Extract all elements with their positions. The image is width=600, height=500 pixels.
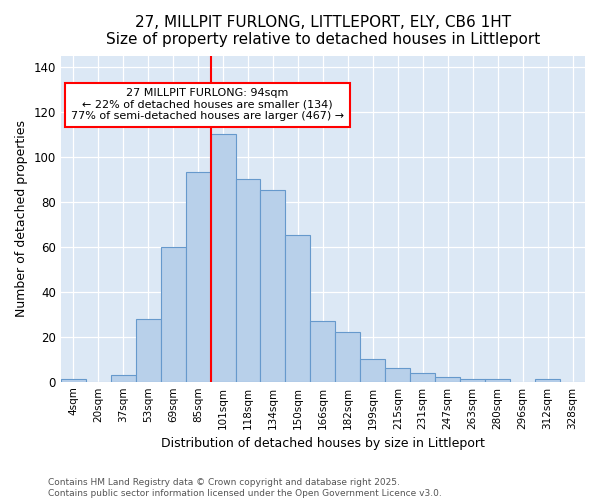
- Bar: [485, 380, 510, 382]
- Title: 27, MILLPIT FURLONG, LITTLEPORT, ELY, CB6 1HT
Size of property relative to detac: 27, MILLPIT FURLONG, LITTLEPORT, ELY, CB…: [106, 15, 540, 48]
- Bar: [111, 375, 136, 382]
- Bar: [161, 246, 185, 382]
- Text: Contains HM Land Registry data © Crown copyright and database right 2025.
Contai: Contains HM Land Registry data © Crown c…: [48, 478, 442, 498]
- Bar: [535, 380, 560, 382]
- Bar: [236, 179, 260, 382]
- Bar: [310, 321, 335, 382]
- Bar: [211, 134, 236, 382]
- Bar: [410, 372, 435, 382]
- Bar: [286, 236, 310, 382]
- Bar: [136, 318, 161, 382]
- Bar: [361, 359, 385, 382]
- X-axis label: Distribution of detached houses by size in Littleport: Distribution of detached houses by size …: [161, 437, 485, 450]
- Bar: [385, 368, 410, 382]
- Bar: [61, 380, 86, 382]
- Y-axis label: Number of detached properties: Number of detached properties: [15, 120, 28, 317]
- Bar: [260, 190, 286, 382]
- Bar: [335, 332, 361, 382]
- Bar: [185, 172, 211, 382]
- Text: 27 MILLPIT FURLONG: 94sqm
← 22% of detached houses are smaller (134)
77% of semi: 27 MILLPIT FURLONG: 94sqm ← 22% of detac…: [71, 88, 344, 122]
- Bar: [460, 380, 485, 382]
- Bar: [435, 377, 460, 382]
